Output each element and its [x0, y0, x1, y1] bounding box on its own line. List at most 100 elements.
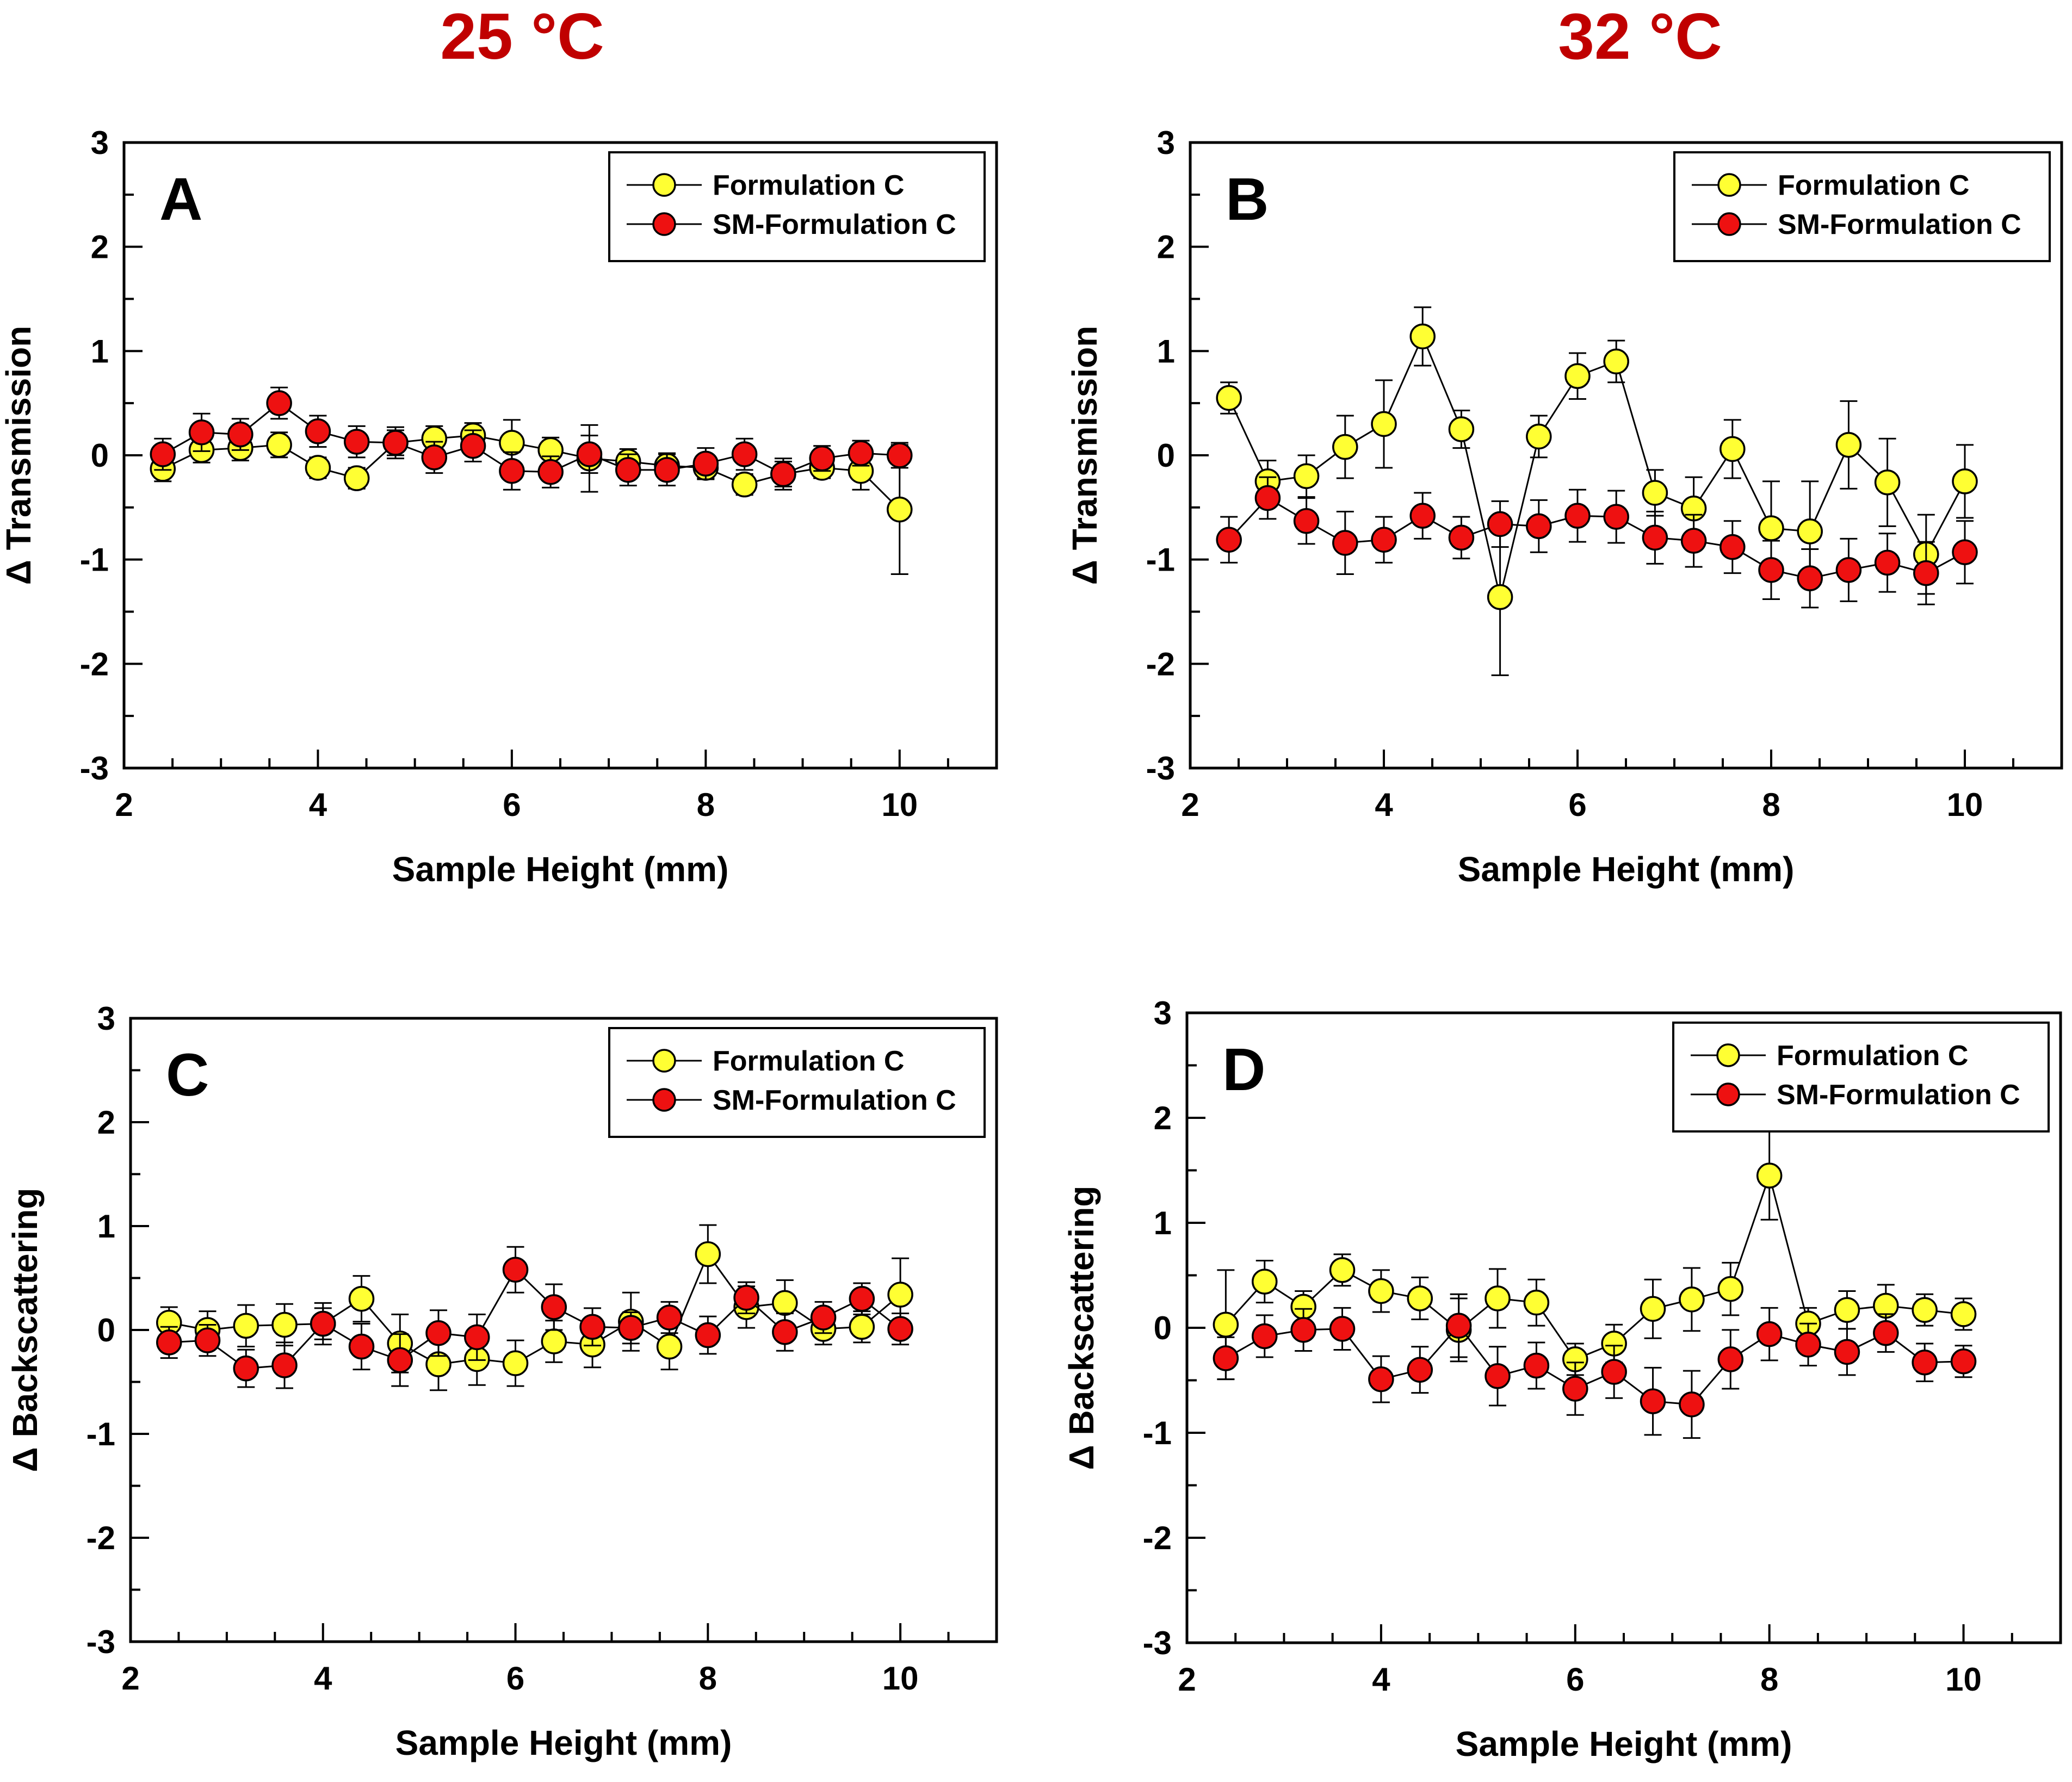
- series-formulation-a: [150, 419, 913, 575]
- x-axis-label-d: Sample Height (mm): [1456, 1724, 1792, 1764]
- data-point: [887, 496, 913, 523]
- y-tick-label-c: 2: [97, 1104, 115, 1141]
- data-point: [733, 1285, 759, 1311]
- data-point: [537, 459, 564, 485]
- panel-letter-c: C: [166, 1042, 209, 1109]
- series-sm-formulation-b: [1216, 476, 1978, 609]
- data-point: [271, 1352, 298, 1378]
- data-point: [1834, 1339, 1860, 1365]
- data-point: [502, 1257, 529, 1283]
- data-point: [731, 441, 758, 467]
- data-point: [1717, 1346, 1744, 1372]
- data-point: [1487, 584, 1513, 610]
- data-point: [387, 1347, 413, 1373]
- legend-marker: [652, 1088, 676, 1112]
- data-point: [656, 1333, 683, 1360]
- data-point: [692, 450, 719, 477]
- data-point: [1368, 1278, 1394, 1304]
- data-point: [1216, 385, 1242, 411]
- y-tick-label-c: 0: [97, 1312, 115, 1348]
- data-point: [502, 1350, 529, 1376]
- y-tick-label-d: 2: [1154, 1100, 1172, 1136]
- x-tick-label-c: 4: [314, 1660, 332, 1697]
- data-point: [656, 1304, 683, 1331]
- y-axis-label-c: Δ Backscattering: [5, 1188, 45, 1472]
- data-point: [305, 418, 331, 444]
- data-point: [1952, 539, 1978, 565]
- data-point: [887, 1282, 913, 1308]
- data-point: [1874, 549, 1901, 576]
- legend-d: Formulation C SM-Formulation C: [1672, 1022, 2050, 1133]
- x-axis-label-b: Sample Height (mm): [1458, 850, 1795, 889]
- x-tick-label-c: 10: [882, 1660, 919, 1697]
- data-point: [1526, 513, 1552, 540]
- data-point: [348, 1333, 375, 1360]
- data-point: [541, 1294, 567, 1320]
- x-tick-label-b: 10: [1947, 787, 1983, 823]
- y-tick-label-c: -2: [86, 1520, 115, 1556]
- data-point: [1293, 463, 1320, 490]
- data-point: [1485, 1363, 1511, 1389]
- legend-label: SM-Formulation C: [1777, 1079, 2020, 1111]
- data-point: [1564, 503, 1591, 529]
- data-point: [1523, 1289, 1550, 1316]
- legend-box: [608, 1027, 986, 1138]
- data-point: [1368, 1366, 1394, 1393]
- legend-b: Formulation C SM-Formulation C: [1673, 151, 2051, 262]
- x-axis-label-a: Sample Height (mm): [392, 850, 729, 889]
- data-point: [460, 433, 486, 459]
- series-line: [1228, 334, 1966, 598]
- x-tick-label-b: 2: [1181, 787, 1199, 823]
- data-point: [233, 1355, 259, 1382]
- y-tick-label-a: -2: [80, 646, 109, 682]
- data-point: [770, 461, 796, 487]
- data-point: [266, 432, 292, 458]
- data-point: [1720, 534, 1746, 560]
- legend-label: Formulation C: [713, 1045, 904, 1077]
- data-point: [1758, 557, 1784, 583]
- legend-marker: [1716, 1043, 1740, 1067]
- data-point: [1409, 323, 1436, 350]
- data-point: [1332, 434, 1358, 460]
- legend-marker: [1717, 173, 1741, 197]
- data-point: [1756, 1162, 1783, 1189]
- data-point: [425, 1320, 451, 1346]
- legend-box: [1672, 1022, 2050, 1133]
- panel-letter-a: A: [159, 166, 202, 233]
- panel-letter-b: B: [1226, 166, 1269, 233]
- y-tick-label-d: 3: [1154, 995, 1172, 1031]
- series-formulation-d: [1213, 1130, 1977, 1381]
- data-point: [772, 1290, 798, 1316]
- series-sm-formulation-a: [150, 386, 913, 491]
- data-point: [615, 457, 641, 483]
- y-tick-label-c: -1: [86, 1416, 115, 1452]
- data-point: [348, 1285, 375, 1312]
- legend-marker: [652, 1049, 676, 1073]
- panel-a: 2 4 6 8 10 -3 -2 -1 0 1 2 3 Sample Height (mm) Δ Tran…: [0, 125, 998, 889]
- data-point: [1680, 528, 1707, 554]
- data-point: [464, 1324, 490, 1351]
- data-point: [305, 455, 331, 481]
- y-tick-label-b: 3: [1157, 125, 1175, 161]
- series-formulation-c: [156, 1224, 913, 1391]
- panel-letter-d: D: [1222, 1036, 1265, 1103]
- x-tick-label-d: 4: [1372, 1661, 1390, 1698]
- data-point: [1523, 1352, 1550, 1379]
- data-point: [1332, 530, 1358, 556]
- data-point: [1795, 1332, 1821, 1358]
- data-point: [1213, 1345, 1239, 1371]
- x-tick-label-c: 8: [699, 1660, 717, 1697]
- data-point: [1835, 557, 1862, 583]
- data-point: [1487, 511, 1513, 537]
- data-point: [1679, 1286, 1705, 1313]
- data-point: [499, 430, 525, 456]
- y-tick-label-a: 1: [91, 333, 109, 369]
- x-tick-label-a: 2: [115, 787, 133, 823]
- data-point: [731, 471, 758, 498]
- data-point: [1252, 1323, 1278, 1350]
- panel-c: 2 4 6 8 10 -3 -2 -1 0 1 2 3 Sample Height (mm) Δ Back…: [5, 1000, 998, 1762]
- data-point: [1564, 363, 1591, 389]
- x-tick-label-d: 10: [1945, 1661, 1982, 1698]
- data-point: [1603, 504, 1629, 530]
